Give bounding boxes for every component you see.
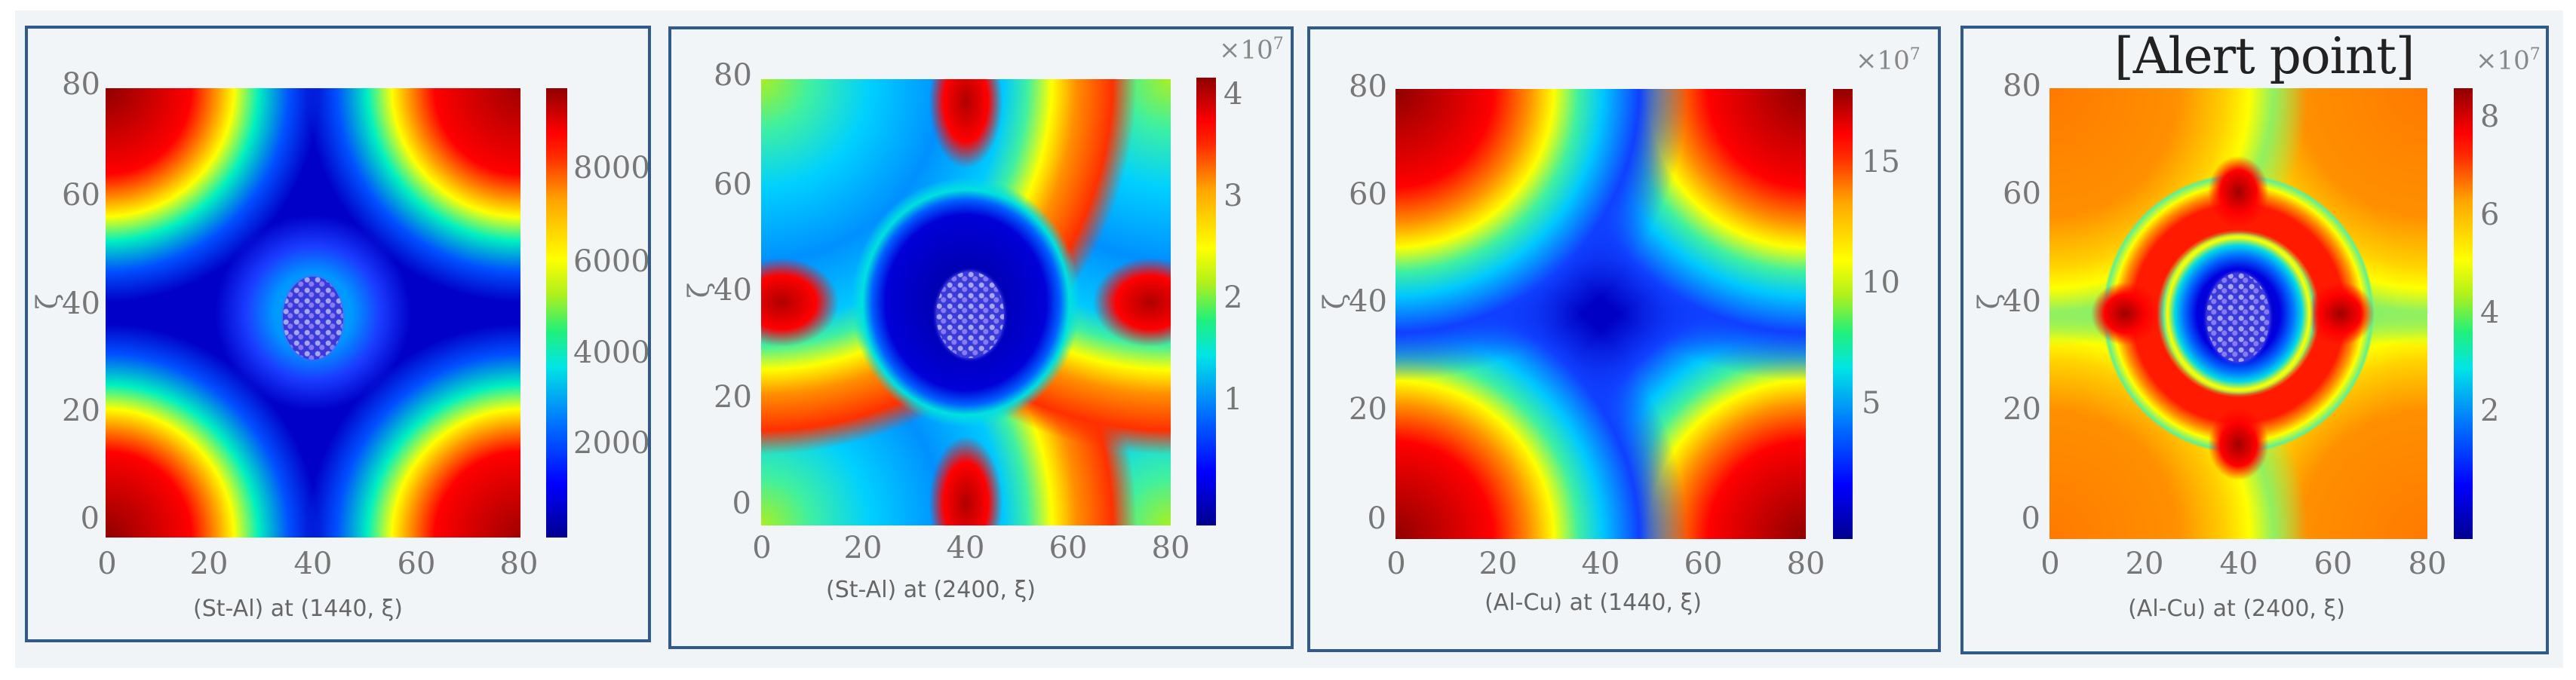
cbar-tick: 8 <box>2480 100 2500 134</box>
cbar-tick: 2 <box>1224 280 1243 315</box>
y-axis-label: ζ <box>30 293 64 310</box>
y-tick: 0 <box>1367 501 1386 536</box>
x-tick: 0 <box>2040 547 2060 581</box>
cbar-tick: 10 <box>1862 265 1900 300</box>
x-tick: 60 <box>1049 531 1088 565</box>
colorbar-multiplier: ×107 <box>1219 35 1284 66</box>
x-tick: 60 <box>1684 547 1723 581</box>
cbar-tick: 1 <box>1224 382 1243 417</box>
cbar-tick: 4 <box>1224 77 1243 112</box>
x-axis-label: (St-Al) at (2400, ξ) <box>825 577 1036 603</box>
colorbar-p3 <box>1833 89 1853 539</box>
x-tick: 80 <box>499 547 539 581</box>
x-tick: 60 <box>397 547 436 581</box>
y-tick: 80 <box>2003 69 2041 103</box>
cbar-tick: 8000 <box>573 151 650 185</box>
y-tick: 20 <box>2003 392 2041 427</box>
x-tick: 20 <box>843 531 883 565</box>
colorbar-multiplier: ×107 <box>1856 45 1920 76</box>
x-tick: 20 <box>2125 547 2164 581</box>
y-axis-label: ζ <box>682 282 716 299</box>
inclusion-marker <box>936 271 1004 358</box>
x-tick: 20 <box>189 547 229 581</box>
cbar-tick: 6000 <box>573 244 650 279</box>
heatmap-al-cu-1440 <box>1395 89 1806 539</box>
x-axis-label: (Al-Cu) at (2400, ξ) <box>2128 596 2345 622</box>
y-tick: 80 <box>62 67 100 102</box>
colorbar-p4 <box>2454 88 2473 539</box>
heatmap-st-al-2400 <box>761 79 1171 525</box>
colorbar-p1 <box>546 88 567 538</box>
x-axis-label: (St-Al) at (1440, ξ) <box>192 596 404 622</box>
alert-point-title: [Alert point] <box>2114 27 2415 85</box>
cbar-tick: 15 <box>1862 145 1900 179</box>
x-tick: 40 <box>946 531 985 565</box>
x-tick: 80 <box>1151 531 1190 565</box>
cbar-tick: 6 <box>2480 198 2500 232</box>
y-axis-label: ζ <box>1972 293 2006 310</box>
x-axis-label: (Al-Cu) at (1440, ξ) <box>1485 590 1702 616</box>
y-tick: 20 <box>714 380 752 415</box>
y-tick: 60 <box>1349 177 1387 212</box>
heatmap-st-al-1440 <box>106 88 520 538</box>
inclusion-marker <box>283 277 343 360</box>
x-tick: 40 <box>2219 547 2258 581</box>
x-tick: 20 <box>1478 547 1518 581</box>
inclusion-marker <box>2206 273 2270 362</box>
colorbar-p2 <box>1196 78 1216 525</box>
cbar-tick: 4000 <box>573 335 650 370</box>
y-tick: 80 <box>714 58 752 93</box>
y-tick: 40 <box>1349 284 1387 319</box>
x-tick: 40 <box>293 547 333 581</box>
x-tick: 40 <box>1581 547 1620 581</box>
y-tick: 40 <box>2003 284 2041 319</box>
x-tick: 80 <box>1786 547 1825 581</box>
x-tick: 0 <box>1386 547 1406 581</box>
y-tick: 20 <box>1349 392 1387 427</box>
y-tick: 60 <box>714 167 752 202</box>
x-tick: 60 <box>2313 547 2353 581</box>
cbar-tick: 3 <box>1224 179 1243 213</box>
y-tick: 60 <box>2003 176 2041 211</box>
cbar-tick: 2 <box>2480 394 2500 428</box>
colorbar-multiplier: ×107 <box>2476 45 2541 76</box>
cbar-tick: 4 <box>2480 296 2500 330</box>
y-tick: 40 <box>62 286 100 321</box>
y-axis-label: ζ <box>1317 293 1351 310</box>
y-tick: 0 <box>80 501 100 536</box>
y-tick: 0 <box>732 486 751 521</box>
x-tick: 0 <box>97 547 117 581</box>
y-tick: 0 <box>2021 501 2040 536</box>
y-tick: 80 <box>1349 69 1387 104</box>
heatmap-al-cu-2400 <box>2049 88 2427 539</box>
y-tick: 20 <box>62 394 100 428</box>
x-tick: 80 <box>2408 547 2447 581</box>
y-tick: 60 <box>62 178 100 213</box>
cbar-tick: 2000 <box>573 426 650 461</box>
y-tick: 40 <box>714 273 752 308</box>
x-tick: 0 <box>752 531 772 565</box>
cbar-tick: 5 <box>1862 386 1881 421</box>
